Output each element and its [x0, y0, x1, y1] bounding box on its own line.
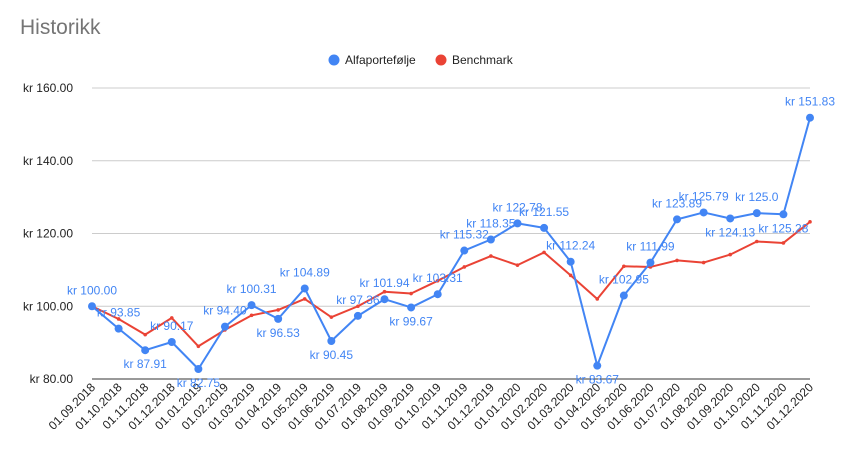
y-tick-label: kr 140.00	[23, 154, 73, 168]
alfa-point	[300, 284, 309, 293]
data-label: kr 123.89	[652, 196, 702, 210]
benchmark-point	[382, 289, 387, 294]
alfa-point	[726, 214, 735, 223]
alfa-point	[380, 295, 389, 304]
data-label: kr 121.55	[519, 205, 569, 219]
data-label: kr 115.32	[440, 228, 489, 242]
benchmark-point	[143, 332, 147, 337]
chart-title: Historikk	[20, 16, 101, 39]
data-label: kr 100.31	[227, 282, 277, 296]
alfa-point	[566, 257, 575, 266]
data-label: kr 125.79	[679, 189, 729, 203]
benchmark-point	[249, 313, 254, 318]
benchmark-point	[701, 260, 706, 265]
data-label: kr 100.00	[67, 283, 117, 297]
benchmark-point	[356, 304, 360, 309]
benchmark-point	[196, 344, 201, 349]
data-labels: kr 100.00 kr 93.85 kr 87.91 kr 90.17 kr 82.7…	[67, 95, 835, 390]
y-axis: kr 80.00 kr 100.00 kr 120.00 kr 140.00 kr 16…	[23, 81, 73, 386]
alfa-point	[220, 322, 229, 331]
y-tick-label: kr 80.00	[30, 372, 74, 386]
alfa-point	[673, 215, 682, 224]
benchmark-point	[276, 308, 280, 312]
data-label: kr 111.99	[626, 240, 675, 254]
y-tick-label: kr 120.00	[23, 227, 73, 241]
data-label: kr 90.17	[150, 319, 194, 333]
data-label: kr 124.13	[705, 225, 755, 239]
data-label: kr 125.28	[758, 221, 808, 235]
benchmark-point	[568, 273, 573, 278]
alfa-point	[513, 219, 522, 228]
benchmark-point	[781, 241, 786, 245]
alfa-point	[88, 302, 96, 311]
alfa-point	[141, 346, 150, 355]
legend: Alfaportefølje Benchmark	[328, 53, 514, 67]
alfa-point	[460, 246, 469, 255]
alfa-point	[779, 210, 788, 219]
x-axis: 01.09.201801.10.201801.11.201801.12.2018…	[46, 380, 817, 433]
data-label: kr 97.36	[336, 293, 380, 307]
y-tick-label: kr 100.00	[23, 299, 73, 313]
benchmark-point	[329, 315, 334, 319]
alfa-point	[353, 311, 362, 320]
data-label: kr 125.0	[735, 190, 779, 204]
benchmark-point	[808, 220, 812, 224]
alfa-point	[433, 290, 442, 299]
alfa-point	[194, 364, 203, 373]
data-label: kr 122.78	[492, 200, 542, 214]
alfa-point	[540, 223, 549, 232]
legend-label-1: Benchmark	[452, 53, 514, 67]
alfa-point	[114, 324, 123, 333]
data-label: kr 94.40	[203, 304, 247, 318]
data-label: kr 99.67	[389, 314, 433, 328]
benchmark-point	[595, 297, 600, 301]
benchmark-point	[116, 317, 121, 321]
data-label: kr 90.45	[310, 348, 354, 362]
legend-swatch-1	[435, 54, 447, 66]
benchmark-point	[409, 291, 413, 296]
data-label: kr 103.31	[413, 271, 463, 285]
data-label: kr 101.94	[359, 276, 409, 290]
benchmark-point	[542, 250, 546, 255]
legend-swatch-0	[328, 54, 340, 66]
alfa-point	[619, 291, 628, 300]
data-label: kr 151.83	[785, 95, 835, 109]
gridlines	[92, 87, 810, 380]
alfa-point	[327, 336, 336, 345]
benchmark-point	[169, 316, 174, 320]
data-label: kr 82.75	[177, 376, 221, 390]
data-label: kr 96.53	[256, 326, 300, 340]
benchmark-point	[622, 264, 626, 269]
benchmark-point	[675, 258, 679, 263]
benchmark-point	[489, 254, 493, 258]
legend-label-0: Alfaportefølje	[345, 53, 416, 67]
series-line-0	[91, 117, 811, 370]
data-label: kr 104.89	[280, 265, 330, 279]
alfa-point	[752, 209, 761, 218]
series-lines	[88, 113, 814, 373]
alfa-point	[699, 208, 708, 217]
y-tick-label: kr 160.00	[23, 81, 73, 95]
benchmark-point	[302, 297, 307, 301]
alfa-point	[274, 314, 283, 323]
data-label: kr 87.91	[124, 357, 168, 371]
alfa-point	[806, 113, 814, 122]
alfa-point	[167, 338, 176, 347]
benchmark-point	[515, 263, 520, 267]
data-label: kr 83.67	[576, 373, 620, 387]
alfa-point	[407, 303, 416, 312]
data-label: kr 118.35	[466, 217, 515, 231]
alfa-point	[486, 235, 495, 244]
data-label: kr 112.24	[546, 239, 595, 253]
alfa-point	[593, 361, 602, 370]
benchmark-point	[755, 239, 759, 244]
benchmark-point	[462, 265, 467, 269]
benchmark-point	[435, 278, 440, 283]
data-label: kr 102.95	[599, 273, 649, 287]
data-label: kr 93.85	[97, 306, 141, 320]
benchmark-point	[728, 252, 733, 257]
alfa-point	[247, 301, 256, 310]
alfa-point	[646, 258, 655, 267]
